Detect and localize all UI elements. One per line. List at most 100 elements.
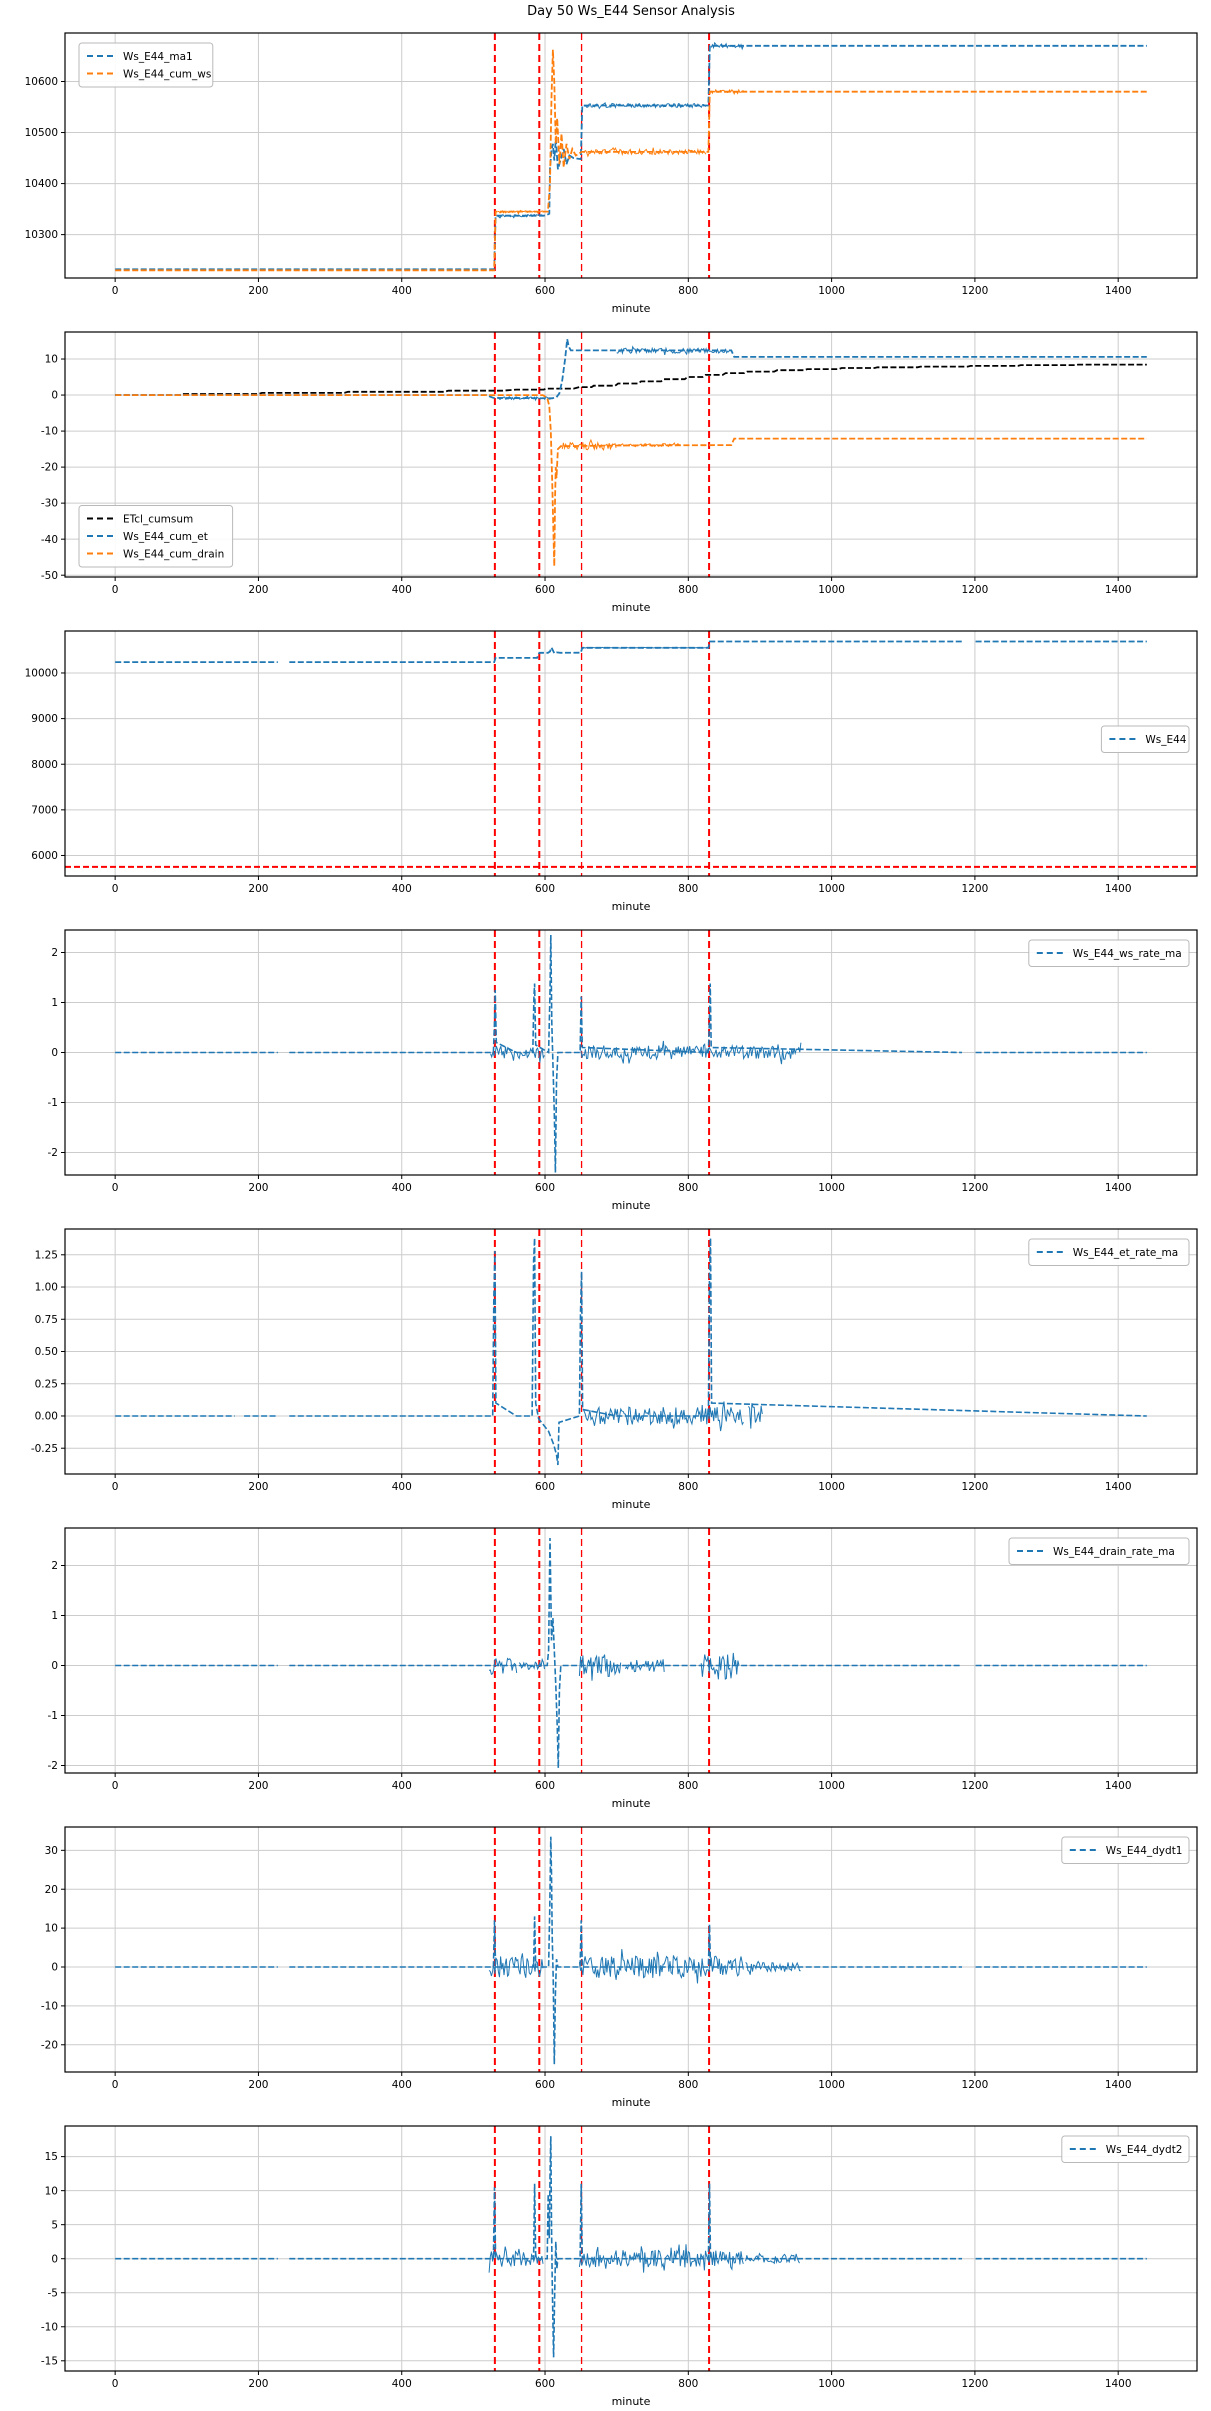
- x-tick-label: 1200: [962, 285, 989, 297]
- legend-label: Ws_E44_ma1: [123, 51, 193, 63]
- x-tick-label: 800: [678, 883, 698, 895]
- series-noise: [700, 1652, 740, 1680]
- x-tick-label: 1200: [962, 1182, 989, 1194]
- y-tick-label: 1: [51, 997, 58, 1009]
- legend: Ws_E44_ma1 Ws_E44_cum_ws: [78, 42, 214, 88]
- y-tick-label: 7000: [31, 804, 58, 816]
- series-noise: [584, 646, 706, 649]
- series-noise: [578, 1949, 744, 1984]
- x-tick-label: 1000: [818, 285, 845, 297]
- x-tick-label: 1000: [818, 2378, 845, 2390]
- y-tick-label: -2: [48, 1147, 58, 1159]
- x-tick-label: 200: [248, 2079, 268, 2091]
- axes-border: [64, 331, 1198, 578]
- axes-border: [64, 1527, 1198, 1774]
- y-tick-label: 0.75: [35, 1314, 58, 1326]
- legend: Ws_E44_ws_rate_ma: [1028, 939, 1190, 967]
- axes-border: [64, 2125, 1198, 2372]
- axes-border: [64, 630, 1198, 877]
- x-tick-label: 1200: [962, 883, 989, 895]
- plot-background: [65, 332, 1197, 577]
- y-tick-label: -20: [41, 2039, 58, 2051]
- y-tick-label: 20: [45, 1884, 58, 1896]
- y-tick-label: 0: [51, 1660, 58, 1672]
- series-noise: [584, 102, 707, 110]
- x-tick-label: 600: [535, 1780, 555, 1792]
- series-noise: [578, 2244, 744, 2273]
- y-tick-label: 0: [51, 390, 58, 402]
- legend-label: Ws_E44_cum_et: [123, 531, 208, 543]
- series-noise: [497, 213, 543, 219]
- x-tick-label: 200: [248, 1481, 268, 1493]
- series-Ws_E44_cum_drain: [115, 394, 1147, 567]
- plot-background: [65, 33, 1197, 278]
- y-tick-label: 0: [51, 2253, 58, 2265]
- y-tick-label: 5: [51, 2219, 58, 2231]
- y-tick-label: -5: [48, 2287, 58, 2299]
- x-tick-label: 400: [392, 1481, 412, 1493]
- x-tick-label: 400: [392, 883, 412, 895]
- y-tick-label: -50: [41, 570, 58, 582]
- series-noise: [616, 345, 730, 356]
- x-tick-label: 400: [392, 285, 412, 297]
- legend-box: [1061, 2135, 1190, 2163]
- plot-area: [115, 33, 1147, 278]
- legend-label: Ws_E44_cum_drain: [123, 548, 224, 560]
- x-tick-label: 1000: [818, 883, 845, 895]
- x-tick-label: 600: [535, 584, 555, 596]
- x-tick-label: 1200: [962, 1780, 989, 1792]
- y-tick-label: -20: [41, 462, 58, 474]
- x-tick-label: 1400: [1105, 1481, 1132, 1493]
- x-tick-label: 1200: [962, 1481, 989, 1493]
- x-tick-label: 0: [112, 1481, 119, 1493]
- y-tick-label: -15: [41, 2355, 58, 2367]
- y-tick-label: -10: [41, 426, 58, 438]
- y-tick-label: 1.25: [35, 1249, 58, 1261]
- series-noise: [584, 146, 707, 158]
- y-tick-label: 9000: [31, 713, 58, 725]
- y-tick-label: 10500: [25, 127, 58, 139]
- x-tick-label: 0: [112, 584, 119, 596]
- x-tick-label: 400: [392, 2378, 412, 2390]
- y-tick-label: -0.25: [31, 1443, 58, 1455]
- series-noise: [710, 41, 744, 51]
- x-tick-label: 600: [535, 285, 555, 297]
- y-tick-label: -2: [48, 1760, 58, 1772]
- legend-box: [78, 505, 234, 568]
- y-tick-label: 2: [51, 1560, 58, 1572]
- x-tick-label: 1200: [962, 2378, 989, 2390]
- y-tick-label: -10: [41, 2000, 58, 2012]
- y-tick-label: 10600: [25, 76, 58, 88]
- x-tick-label: 0: [112, 1780, 119, 1792]
- plot-background: [65, 631, 1197, 876]
- x-tick-label: 800: [678, 1182, 698, 1194]
- x-tick-label: 200: [248, 584, 268, 596]
- series-noise: [745, 1960, 801, 1975]
- x-tick-label: 1400: [1105, 2079, 1132, 2091]
- y-tick-label: -30: [41, 498, 58, 510]
- series-noise: [561, 438, 617, 451]
- x-axis-label: minute: [612, 2096, 651, 2109]
- legend-label: Ws_E44_dydt1: [1106, 1845, 1183, 1857]
- legend: Ws_E44_et_rate_ma: [1028, 1238, 1190, 1266]
- legend-label: Ws_E44_cum_ws: [123, 68, 211, 80]
- legend: Ws_E44_dydt2: [1061, 2135, 1190, 2163]
- subplot-5-et-rate: -0.25 0.00 0.25 0.50 0.75 1.00 1.25 0 200 400 600 8…: [31, 1228, 1198, 1511]
- x-tick-label: 400: [392, 1182, 412, 1194]
- y-tick-label: 0.00: [35, 1411, 58, 1423]
- x-axis-label: minute: [612, 900, 651, 913]
- plot-area: [115, 930, 1147, 1175]
- series-noise: [490, 1045, 545, 1063]
- x-tick-label: 0: [112, 2378, 119, 2390]
- x-tick-label: 1400: [1105, 285, 1132, 297]
- y-tick-label: 0.25: [35, 1378, 58, 1390]
- plot-area: [115, 332, 1147, 577]
- legend-label: Ws_E44_dydt2: [1106, 2144, 1183, 2156]
- series-ETcl_cumsum: [115, 363, 1147, 396]
- x-axis-label: minute: [612, 302, 651, 315]
- series-noise: [617, 442, 681, 448]
- plot-background: [65, 1827, 1197, 2072]
- x-tick-label: 200: [248, 2378, 268, 2390]
